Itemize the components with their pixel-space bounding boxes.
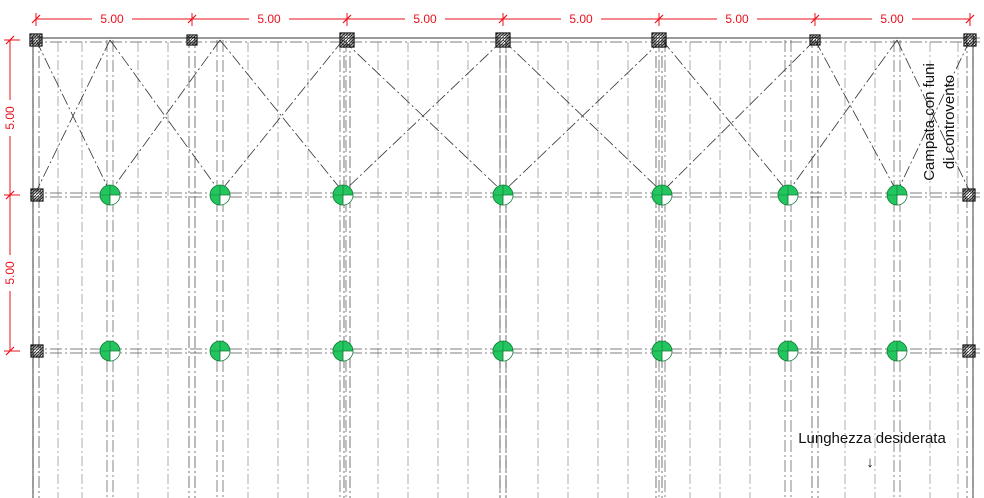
left-support-block: [30, 188, 44, 202]
column-marker-icon: [886, 184, 908, 206]
right-support-column: [962, 188, 976, 358]
length-arrow-icon: ↓: [866, 454, 874, 471]
dimension-tick: [5, 346, 15, 356]
column-marker-icon: [99, 340, 121, 362]
column-markers: [99, 184, 908, 362]
dimension-tick: [342, 14, 352, 24]
left-dimension-chain: [4, 35, 20, 356]
bracing-cable: [35, 39, 111, 193]
bracing-cable: [814, 39, 898, 193]
grid-lines: [30, 36, 980, 498]
column-marker-icon: [777, 184, 799, 206]
top-support-block: [339, 32, 355, 48]
length-note: Lunghezza desiderata: [798, 430, 946, 447]
bracing-cable: [896, 39, 971, 193]
column-marker-icon: [99, 184, 121, 206]
dimension-tick: [810, 14, 820, 24]
bracing-cable: [661, 39, 816, 193]
left-support-block: [30, 344, 44, 358]
top-support-block: [651, 32, 667, 48]
left-support-column: [30, 188, 44, 358]
dimension-tick: [654, 14, 664, 24]
left-dimension-label-2: 5.00: [3, 261, 17, 285]
top-dimension-chain: [31, 13, 975, 26]
column-marker-icon: [492, 184, 514, 206]
top-dimension-label-1: 5.00: [100, 12, 124, 26]
right-support-block: [962, 344, 976, 358]
bracing-cable: [661, 39, 789, 193]
bracing-note-line-2: di controvento: [941, 75, 958, 169]
top-dimension-label-2: 5.00: [257, 12, 281, 26]
column-marker-icon: [209, 340, 231, 362]
dimension-tick: [187, 14, 197, 24]
top-support-block: [495, 32, 511, 48]
column-marker-icon: [886, 340, 908, 362]
bracing-note-line-1: Campata con funi: [921, 63, 938, 181]
bracing-cable: [787, 39, 898, 193]
column-marker-icon: [651, 340, 673, 362]
bracing-cable: [219, 39, 344, 193]
top-support-block: [186, 34, 198, 46]
column-marker-icon: [209, 184, 231, 206]
bracing-cables: [35, 39, 971, 193]
bracing-cable: [342, 39, 504, 193]
column-marker-icon: [492, 340, 514, 362]
top-support-block: [963, 33, 977, 47]
dimension-tick: [5, 35, 15, 45]
bracing-cable: [109, 39, 221, 193]
top-dimension-label-3: 5.00: [413, 12, 437, 26]
column-marker-icon: [777, 340, 799, 362]
column-marker-icon: [332, 184, 354, 206]
column-marker-icon: [332, 340, 354, 362]
top-dimension-label-4: 5.00: [569, 12, 593, 26]
dimension-tick: [31, 14, 41, 24]
top-support-block: [809, 34, 821, 46]
top-support-block: [29, 33, 43, 47]
bracing-cable: [502, 39, 663, 193]
column-marker-icon: [651, 184, 673, 206]
top-support-row: [29, 32, 977, 48]
bracing-cable: [219, 39, 344, 193]
top-dimension-label-6: 5.00: [880, 12, 904, 26]
dimension-tick: [965, 14, 975, 24]
left-dimension-label-1: 5.00: [3, 106, 17, 130]
right-support-block: [962, 188, 976, 202]
dimension-tick: [498, 14, 508, 24]
bracing-cable: [109, 39, 221, 193]
dimension-tick: [5, 190, 15, 200]
top-dimension-label-5: 5.00: [725, 12, 749, 26]
